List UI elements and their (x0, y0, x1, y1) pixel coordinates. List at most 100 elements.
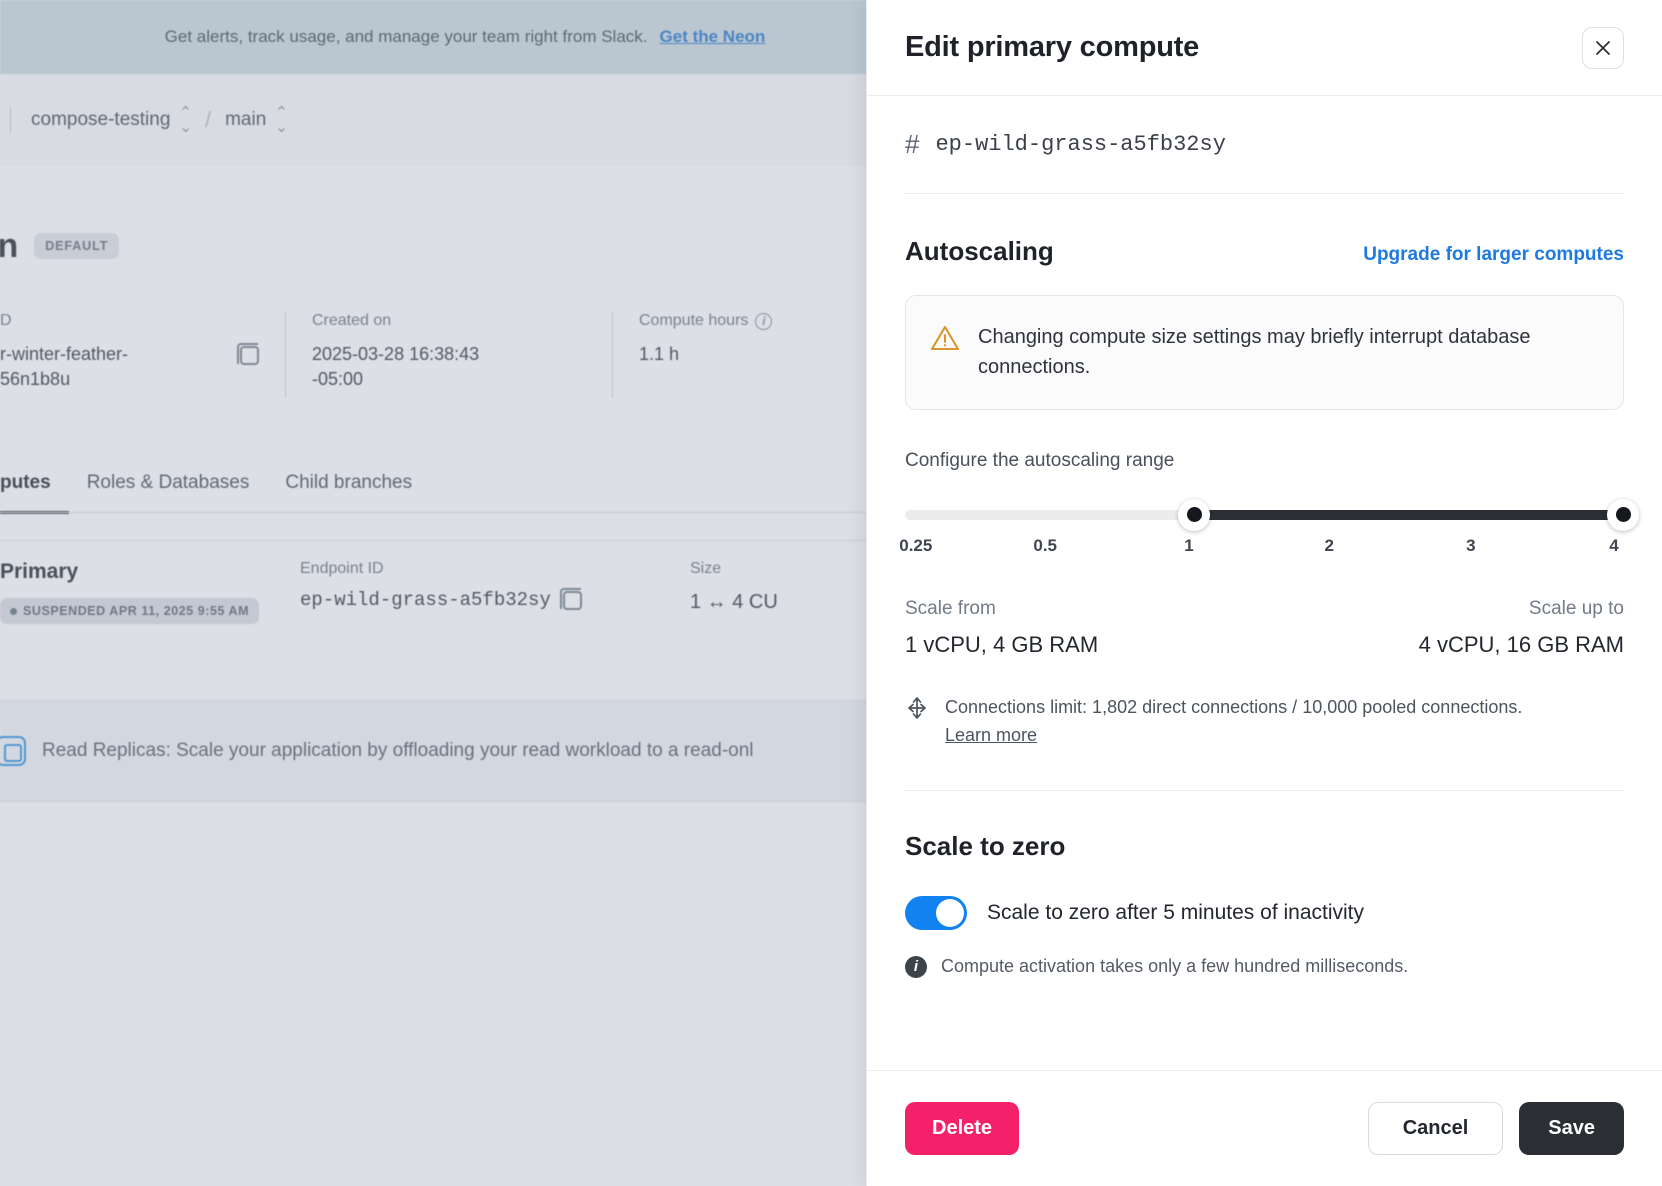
connections-icon (908, 696, 926, 719)
slider-tick-4: 3 (1466, 535, 1476, 555)
branch-meta-row: D r-winter-feather- 56n1b8u Created on 2… (0, 312, 930, 422)
default-badge: DEFAULT (34, 233, 120, 259)
tab-roles-databases-label: Roles & Databases (86, 472, 250, 493)
compute-primary-cell: Primary SUSPENDED APR 11, 2025 9:55 AM (0, 560, 300, 624)
autoscaling-range-slider[interactable] (905, 498, 1640, 531)
tab-computes[interactable]: putes (0, 452, 69, 514)
scale-from-value: 1 vCPU, 4 GB RAM (905, 631, 1099, 657)
tab-computes-label: putes (0, 472, 51, 493)
footer-actions: Cancel Save (1367, 1102, 1624, 1155)
panel-header: Edit primary compute (867, 0, 1662, 96)
meta-cell-id: D r-winter-feather- 56n1b8u (0, 312, 240, 392)
meta-cell-created: Created on 2025-03-28 16:38:43 -05:00 (312, 312, 612, 392)
info-icon: i (905, 955, 927, 978)
chevron-updown-icon: ⌃ ⌄ (275, 104, 288, 136)
meta-divider (612, 312, 613, 398)
edit-primary-compute-panel: Edit primary compute # ep-wild-grass-a5f… (866, 0, 1662, 1186)
tabs: putes Roles & Databases Child branches (0, 452, 930, 514)
learn-more-link[interactable]: Learn more (945, 724, 1038, 745)
warning-text: Changing compute size settings may brief… (978, 326, 1531, 379)
warning-callout: Changing compute size settings may brief… (905, 295, 1624, 410)
scale-from-label: Scale from (905, 597, 996, 619)
breadcrumb-leading-divider (10, 107, 11, 133)
slider-tick-0: 0.25 (899, 535, 933, 555)
compute-table-divider (0, 540, 930, 541)
copy-icon[interactable] (559, 587, 582, 610)
meta-label-id: D (0, 312, 12, 329)
activation-note-text: Compute activation takes only a few hund… (941, 956, 1409, 977)
panel-footer: Delete Cancel Save (867, 1070, 1662, 1186)
cancel-button[interactable]: Cancel (1367, 1102, 1504, 1155)
slider-tick-1: 0.5 (1033, 535, 1058, 555)
read-replicas-banner: Read Replicas: Scale your application by… (0, 700, 930, 802)
scale-up-to-cell: Scale up to 4 vCPU, 16 GB RAM (1419, 598, 1624, 658)
promo-banner: Get alerts, track usage, and manage your… (0, 0, 930, 74)
meta-cell-compute-hours: Compute hours i 1.1 h (639, 312, 800, 367)
compute-row: Primary SUSPENDED APR 11, 2025 9:55 AM E… (0, 560, 930, 676)
meta-value-id: r-winter-feather- 56n1b8u (0, 344, 129, 389)
scale-to-zero-toggle-label: Scale to zero after 5 minutes of inactiv… (987, 900, 1365, 924)
slider-ticks: 0.25 0.5 1 2 3 4 (899, 535, 1624, 564)
endpoint-id-value: ep-wild-grass-a5fb32sy (935, 132, 1226, 157)
warning-triangle-icon (930, 325, 960, 351)
upgrade-link[interactable]: Upgrade for larger computes (1363, 244, 1624, 265)
slider-selected-range (1189, 509, 1622, 520)
copy-icon[interactable] (237, 343, 259, 365)
connections-limit-row: Connections limit: 1,802 direct connecti… (905, 694, 1624, 750)
compute-endpoint-cell: Endpoint ID ep-wild-grass-a5fb32sy (300, 560, 690, 611)
breadcrumb-item-branch[interactable]: main ⌃ ⌄ (225, 104, 288, 136)
breadcrumb-branch-label: main (225, 109, 267, 130)
meta-value-compute-hours: 1.1 h (639, 344, 680, 364)
section-divider (905, 789, 1624, 791)
meta-value-created: 2025-03-28 16:38:43 -05:00 (312, 344, 480, 389)
slider-tick-5: 4 (1609, 535, 1619, 555)
slider-handle-min[interactable] (1178, 498, 1211, 531)
status-badge-label: SUSPENDED APR 11, 2025 9:55 AM (23, 604, 250, 618)
tabs-underline (0, 512, 930, 513)
scale-from-cell: Scale from 1 vCPU, 4 GB RAM (905, 598, 1098, 658)
delete-button[interactable]: Delete (905, 1102, 1020, 1155)
close-button[interactable] (1582, 26, 1624, 69)
slider-tick-2: 1 (1184, 535, 1194, 555)
meta-label-compute-hours-text: Compute hours (639, 312, 749, 329)
connections-limit-text: Connections limit: 1,802 direct connecti… (945, 694, 1545, 750)
compute-size-label: Size (690, 560, 722, 577)
toggle-knob (936, 898, 964, 927)
slider-handle-max[interactable] (1607, 498, 1640, 531)
info-icon[interactable]: i (755, 312, 773, 330)
compute-size-value: 1 ↔ 4 CU (690, 591, 778, 613)
endpoint-id-row: # ep-wild-grass-a5fb32sy (905, 96, 1624, 194)
tab-child-branches[interactable]: Child branches (267, 452, 430, 514)
autoscaling-section-header: Autoscaling Upgrade for larger computes (905, 236, 1624, 267)
status-badge: SUSPENDED APR 11, 2025 9:55 AM (0, 598, 260, 624)
slider-tick-3: 2 (1324, 535, 1334, 555)
panel-title: Edit primary compute (905, 31, 1200, 63)
activation-note-row: i Compute activation takes only a few hu… (905, 955, 1624, 978)
compute-size-cell: Size 1 ↔ 4 CU (690, 560, 802, 617)
status-dot-icon (10, 608, 17, 616)
compute-endpoint-label: Endpoint ID (300, 560, 384, 577)
panel-body: # ep-wild-grass-a5fb32sy Autoscaling Upg… (867, 96, 1662, 1070)
meta-label-compute-hours: Compute hours i (639, 312, 773, 330)
scale-up-to-label: Scale up to (1528, 597, 1624, 619)
save-button[interactable]: Save (1519, 1102, 1624, 1155)
chip-icon (0, 736, 26, 766)
configure-range-label: Configure the autoscaling range (905, 449, 1175, 471)
tab-roles-databases[interactable]: Roles & Databases (69, 452, 268, 514)
connections-limit-sentence: Connections limit: 1,802 direct connecti… (945, 696, 1523, 717)
compute-endpoint-value: ep-wild-grass-a5fb32sy (300, 589, 551, 611)
promo-text: Get alerts, track usage, and manage your… (164, 27, 648, 46)
scale-up-to-value: 4 vCPU, 16 GB RAM (1418, 631, 1624, 657)
background-empty-area (0, 802, 930, 1186)
chevron-updown-icon: ⌃ ⌄ (179, 104, 192, 136)
breadcrumb-item-project[interactable]: compose-testing ⌃ ⌄ (31, 104, 192, 136)
branch-title-row: in DEFAULT (0, 200, 930, 292)
tab-child-branches-label: Child branches (285, 472, 413, 493)
scale-to-zero-toggle[interactable] (905, 895, 967, 930)
scale-to-zero-toggle-row: Scale to zero after 5 minutes of inactiv… (905, 895, 1624, 930)
close-icon (1596, 40, 1610, 55)
promo-link[interactable]: Get the Neon (659, 27, 766, 46)
breadcrumb: compose-testing ⌃ ⌄ / main ⌃ ⌄ (0, 74, 930, 166)
read-replicas-text: Read Replicas: Scale your application by… (42, 740, 754, 761)
autoscaling-title: Autoscaling (905, 236, 1054, 266)
